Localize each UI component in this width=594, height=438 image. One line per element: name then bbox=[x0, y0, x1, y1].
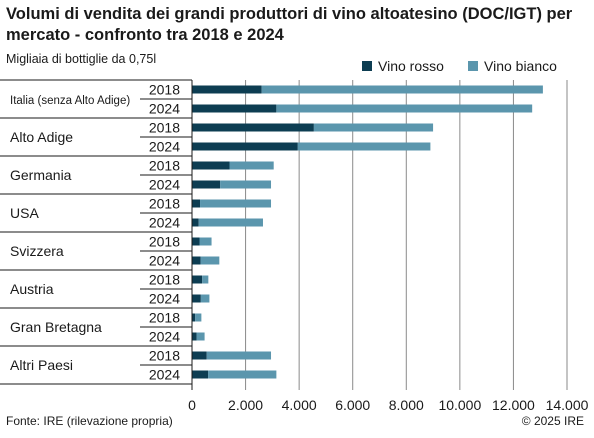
category-label: Altri Paesi bbox=[10, 357, 73, 373]
bar-vino-bianco bbox=[220, 180, 272, 189]
bar-vino-rosso bbox=[192, 161, 230, 170]
bar-vino-rosso bbox=[192, 351, 207, 360]
bar-vino-bianco bbox=[195, 313, 202, 322]
legend-label-vino-bianco: Vino bianco bbox=[484, 58, 557, 74]
bar-vino-bianco bbox=[200, 294, 210, 303]
legend-label-vino-rosso: Vino rosso bbox=[378, 58, 444, 74]
legend-item-vino-bianco: Vino bianco bbox=[468, 58, 557, 74]
bar-vino-bianco bbox=[199, 237, 212, 246]
year-label: 2018 bbox=[149, 196, 180, 212]
bar-vino-rosso bbox=[192, 294, 201, 303]
year-label: 2018 bbox=[149, 82, 180, 98]
bar-vino-bianco bbox=[229, 161, 274, 170]
year-label: 2018 bbox=[149, 158, 180, 174]
bar-vino-rosso bbox=[192, 370, 209, 379]
x-tick-label: 14.000 bbox=[546, 397, 589, 413]
legend-swatch-vino-rosso bbox=[362, 61, 372, 71]
year-label: 2024 bbox=[149, 101, 180, 117]
bar-vino-rosso bbox=[192, 180, 221, 189]
bar-vino-bianco bbox=[276, 104, 533, 113]
bar-vino-rosso bbox=[192, 104, 277, 113]
x-tick-label: 6.000 bbox=[335, 397, 370, 413]
year-label: 2018 bbox=[149, 234, 180, 250]
x-tick-label: 4.000 bbox=[282, 397, 317, 413]
category-label: Germania bbox=[10, 167, 72, 183]
x-tick-label: 8.000 bbox=[389, 397, 424, 413]
bar-vino-rosso bbox=[192, 332, 197, 341]
bar-vino-rosso bbox=[192, 275, 203, 284]
legend-swatch-vino-bianco bbox=[468, 61, 478, 71]
bar-vino-bianco bbox=[198, 218, 263, 227]
category-label: Gran Bretagna bbox=[10, 319, 102, 335]
x-tick-label: 12.000 bbox=[492, 397, 535, 413]
bar-vino-bianco bbox=[208, 370, 277, 379]
bar-vino-rosso bbox=[192, 123, 314, 132]
bar-vino-bianco bbox=[200, 199, 272, 208]
bar-vino-bianco bbox=[200, 256, 220, 265]
chart-subtitle: Migliaia di bottiglie da 0,75l bbox=[6, 52, 157, 66]
x-tick-label: 0 bbox=[188, 397, 196, 413]
bar-vino-rosso bbox=[192, 313, 196, 322]
year-label: 2018 bbox=[149, 272, 180, 288]
bar-vino-rosso bbox=[192, 142, 298, 151]
year-label: 2024 bbox=[149, 139, 180, 155]
year-label: 2024 bbox=[149, 329, 180, 345]
legend-item-vino-rosso: Vino rosso bbox=[362, 58, 444, 74]
category-label: Austria bbox=[10, 281, 54, 297]
bar-vino-bianco bbox=[297, 142, 431, 151]
bar-vino-rosso bbox=[192, 218, 199, 227]
category-label: Italia (senza Alto Adige) bbox=[10, 95, 130, 107]
bar-vino-rosso bbox=[192, 199, 201, 208]
x-tick-label: 2.000 bbox=[228, 397, 263, 413]
category-label: USA bbox=[10, 205, 39, 221]
category-label: Alto Adige bbox=[10, 129, 73, 145]
x-tick-label: 10.000 bbox=[438, 397, 481, 413]
year-label: 2024 bbox=[149, 291, 180, 307]
year-label: 2024 bbox=[149, 177, 180, 193]
year-label: 2018 bbox=[149, 120, 180, 136]
bar-vino-bianco bbox=[202, 275, 209, 284]
year-label: 2024 bbox=[149, 215, 180, 231]
copyright-note: © 2025 IRE bbox=[521, 414, 584, 428]
bar-vino-bianco bbox=[196, 332, 205, 341]
chart-title: Volumi di vendita dei grandi produttori … bbox=[6, 5, 573, 44]
year-label: 2024 bbox=[149, 253, 180, 269]
bar-vino-bianco bbox=[313, 123, 434, 132]
bar-vino-rosso bbox=[192, 85, 262, 94]
bar-vino-bianco bbox=[261, 85, 543, 94]
bar-vino-rosso bbox=[192, 256, 201, 265]
year-label: 2024 bbox=[149, 367, 180, 383]
source-note: Fonte: IRE (rilevazione propria) bbox=[6, 414, 173, 428]
year-label: 2018 bbox=[149, 348, 180, 364]
bar-vino-bianco bbox=[206, 351, 272, 360]
bar-vino-rosso bbox=[192, 237, 200, 246]
category-label: Svizzera bbox=[10, 243, 64, 259]
year-label: 2018 bbox=[149, 310, 180, 326]
